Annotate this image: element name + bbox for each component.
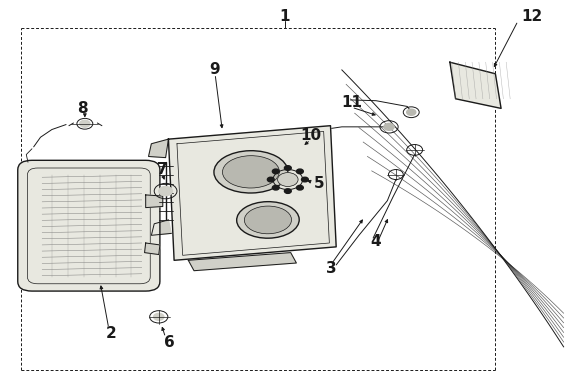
Circle shape xyxy=(278,173,298,186)
Polygon shape xyxy=(145,243,160,254)
Circle shape xyxy=(406,109,416,115)
Circle shape xyxy=(296,185,303,190)
Ellipse shape xyxy=(237,201,299,238)
Circle shape xyxy=(284,189,291,193)
Circle shape xyxy=(272,185,279,190)
Circle shape xyxy=(80,120,90,127)
Polygon shape xyxy=(188,252,296,271)
Circle shape xyxy=(154,313,164,320)
Text: 6: 6 xyxy=(164,335,175,350)
Text: 9: 9 xyxy=(210,63,221,78)
Text: 8: 8 xyxy=(77,101,87,116)
Text: 5: 5 xyxy=(314,176,324,191)
Text: 4: 4 xyxy=(370,234,381,249)
Circle shape xyxy=(284,166,291,170)
FancyBboxPatch shape xyxy=(18,160,160,291)
Circle shape xyxy=(302,177,308,182)
Circle shape xyxy=(384,124,394,130)
Ellipse shape xyxy=(214,151,288,193)
Ellipse shape xyxy=(245,206,291,234)
Circle shape xyxy=(296,169,303,174)
Text: 11: 11 xyxy=(341,95,362,110)
Text: 7: 7 xyxy=(157,163,168,178)
Polygon shape xyxy=(152,220,171,235)
Text: 12: 12 xyxy=(522,8,543,24)
Text: 1: 1 xyxy=(280,8,290,24)
Polygon shape xyxy=(168,126,336,260)
Polygon shape xyxy=(450,62,501,108)
Circle shape xyxy=(159,186,172,196)
Circle shape xyxy=(272,169,279,174)
Circle shape xyxy=(267,177,274,182)
Ellipse shape xyxy=(222,156,279,188)
Text: 2: 2 xyxy=(106,326,117,341)
Polygon shape xyxy=(146,195,163,208)
Text: 10: 10 xyxy=(300,128,321,143)
Text: 3: 3 xyxy=(326,261,337,276)
Polygon shape xyxy=(149,139,168,157)
